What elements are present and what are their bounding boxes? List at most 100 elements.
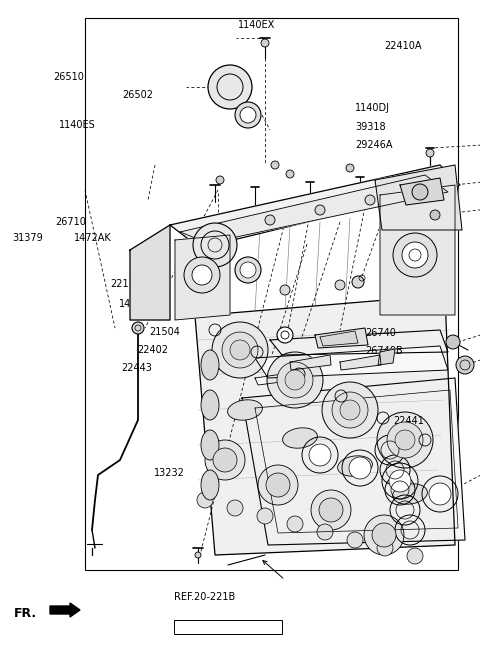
- Text: 22133: 22133: [110, 279, 141, 289]
- Circle shape: [402, 242, 428, 268]
- Circle shape: [322, 382, 378, 438]
- Text: 22410A: 22410A: [384, 40, 421, 51]
- Circle shape: [195, 552, 201, 558]
- Text: 26740B: 26740B: [365, 346, 402, 357]
- Circle shape: [365, 195, 375, 205]
- Circle shape: [309, 444, 331, 466]
- Polygon shape: [130, 225, 170, 320]
- Circle shape: [352, 276, 364, 288]
- Circle shape: [389, 470, 411, 492]
- Polygon shape: [195, 295, 455, 555]
- Ellipse shape: [201, 470, 219, 500]
- Polygon shape: [170, 165, 460, 248]
- Circle shape: [216, 176, 224, 184]
- Ellipse shape: [201, 350, 219, 380]
- Text: 26502: 26502: [122, 89, 154, 100]
- Polygon shape: [320, 331, 358, 346]
- Polygon shape: [380, 185, 455, 315]
- Circle shape: [426, 149, 434, 157]
- Bar: [174, 620, 282, 634]
- Polygon shape: [270, 330, 448, 355]
- Circle shape: [230, 340, 250, 360]
- FancyArrow shape: [50, 603, 80, 617]
- Text: 21504: 21504: [149, 326, 180, 337]
- Circle shape: [257, 508, 273, 524]
- Circle shape: [315, 205, 325, 215]
- Circle shape: [287, 516, 303, 532]
- Text: REF.20-221B: REF.20-221B: [174, 592, 235, 603]
- Circle shape: [319, 498, 343, 522]
- Ellipse shape: [393, 484, 427, 504]
- Circle shape: [213, 448, 237, 472]
- Ellipse shape: [283, 428, 317, 448]
- Circle shape: [265, 215, 275, 225]
- Circle shape: [387, 422, 423, 458]
- Circle shape: [340, 400, 360, 420]
- Text: 1140EX: 1140EX: [238, 20, 275, 30]
- Circle shape: [430, 210, 440, 220]
- Circle shape: [286, 170, 294, 178]
- Circle shape: [456, 356, 474, 374]
- Text: FR.: FR.: [13, 607, 36, 620]
- Circle shape: [192, 265, 212, 285]
- Circle shape: [364, 515, 404, 555]
- Circle shape: [235, 102, 261, 128]
- Text: 1140DJ: 1140DJ: [355, 103, 390, 113]
- Circle shape: [311, 490, 351, 530]
- Circle shape: [280, 285, 290, 295]
- Polygon shape: [242, 378, 465, 545]
- Text: 1430JK: 1430JK: [119, 298, 153, 309]
- Circle shape: [393, 233, 437, 277]
- Circle shape: [347, 532, 363, 548]
- Circle shape: [132, 322, 144, 334]
- Polygon shape: [375, 165, 462, 230]
- Circle shape: [277, 362, 313, 398]
- Circle shape: [266, 473, 290, 497]
- Polygon shape: [378, 349, 395, 365]
- Circle shape: [349, 457, 371, 479]
- Ellipse shape: [201, 430, 219, 460]
- Circle shape: [377, 540, 393, 556]
- Circle shape: [261, 39, 269, 47]
- Polygon shape: [180, 175, 448, 243]
- Circle shape: [197, 492, 213, 508]
- Circle shape: [184, 257, 220, 293]
- Ellipse shape: [201, 390, 219, 420]
- Circle shape: [377, 412, 433, 468]
- Text: 39318: 39318: [355, 121, 386, 132]
- Polygon shape: [175, 235, 230, 320]
- Text: 13232: 13232: [154, 468, 184, 479]
- Circle shape: [212, 322, 268, 378]
- Polygon shape: [315, 328, 368, 348]
- Text: 1472AK: 1472AK: [74, 233, 112, 244]
- Circle shape: [205, 440, 245, 480]
- Text: 26740: 26740: [365, 328, 396, 338]
- Circle shape: [240, 262, 256, 278]
- Circle shape: [277, 327, 293, 343]
- Circle shape: [235, 257, 261, 283]
- Circle shape: [222, 332, 258, 368]
- Circle shape: [193, 223, 237, 267]
- Text: 22402: 22402: [137, 345, 168, 355]
- Circle shape: [429, 483, 451, 505]
- Text: 22443: 22443: [121, 363, 152, 374]
- Circle shape: [208, 65, 252, 109]
- Circle shape: [407, 548, 423, 564]
- Text: 26510: 26510: [53, 72, 84, 82]
- Circle shape: [271, 161, 279, 169]
- Bar: [85, 18, 458, 570]
- Polygon shape: [290, 355, 331, 370]
- Polygon shape: [255, 346, 448, 378]
- Ellipse shape: [228, 400, 263, 420]
- Text: 22441: 22441: [394, 416, 424, 426]
- Text: 31379: 31379: [12, 233, 43, 244]
- Circle shape: [240, 107, 256, 123]
- Text: 26710: 26710: [55, 217, 86, 227]
- Circle shape: [285, 370, 305, 390]
- Ellipse shape: [337, 456, 372, 476]
- Circle shape: [372, 523, 396, 547]
- Circle shape: [446, 335, 460, 349]
- Circle shape: [267, 352, 323, 408]
- Circle shape: [227, 500, 243, 516]
- Circle shape: [395, 430, 415, 450]
